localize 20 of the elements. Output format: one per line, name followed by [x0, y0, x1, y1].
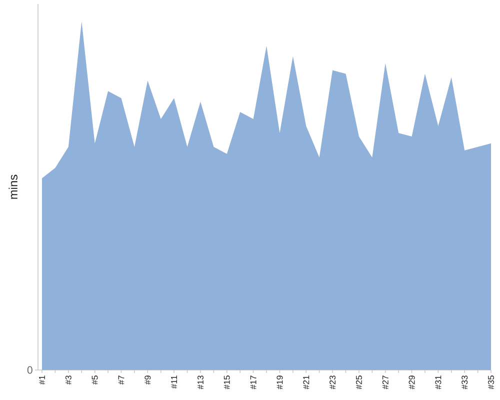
x-tick-label: #15: [224, 376, 230, 390]
x-tick-label: #35: [488, 376, 494, 390]
text: 0: [27, 366, 32, 374]
x-tick-label: #27: [382, 376, 388, 390]
x-tick-label: #9: [144, 376, 151, 385]
x-tick-label: #1: [39, 376, 45, 385]
x-tick-label: #11: [171, 376, 177, 389]
x-tick-label: #5: [92, 376, 98, 385]
x-tick-label: #23: [330, 376, 336, 390]
x-tick-label: #19: [276, 376, 283, 390]
x-tick-label: #7: [118, 376, 124, 385]
x-tick-label: #21: [303, 376, 310, 390]
x-tick-label: #17: [250, 376, 256, 390]
x-tick-label: #31: [435, 376, 442, 390]
x-tick-label: #25: [356, 376, 362, 390]
x-tick-label: #13: [197, 376, 204, 390]
x-tick-label: #3: [65, 376, 72, 385]
x-tick-label: #33: [462, 376, 468, 390]
x-tick-label: #29: [408, 376, 415, 390]
y-axis-title: mins: [8, 174, 18, 199]
